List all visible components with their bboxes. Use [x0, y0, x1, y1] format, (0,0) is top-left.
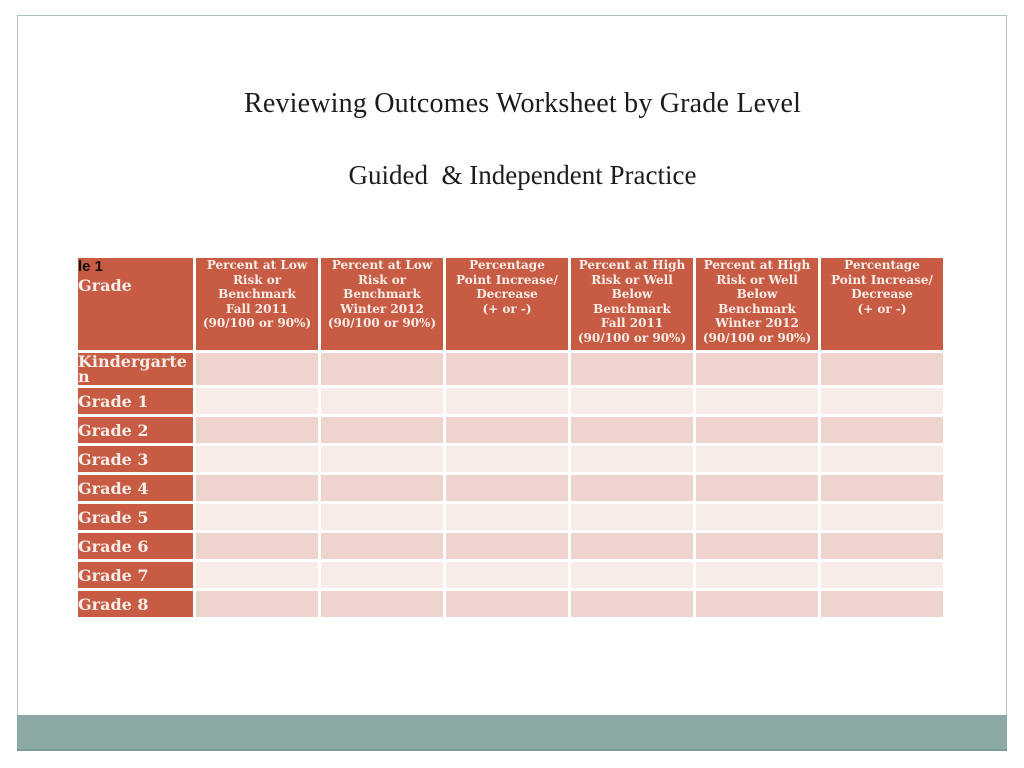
- worksheet-cell: [196, 446, 318, 472]
- worksheet-cell: [821, 504, 943, 530]
- worksheet-cell: [321, 562, 443, 588]
- column-header-low-risk-fall: Percent at Low Risk or Benchmark Fall 20…: [196, 258, 318, 350]
- worksheet-cell: [446, 388, 568, 414]
- worksheet-cell: [821, 591, 943, 617]
- row-label: Grade 7: [78, 562, 193, 588]
- row-label: Grade 1: [78, 388, 193, 414]
- worksheet-cell: [446, 533, 568, 559]
- worksheet-cell: [821, 417, 943, 443]
- table-row-grade-3: Grade 3: [78, 446, 943, 472]
- worksheet-cell: [696, 504, 818, 530]
- worksheet-cell: [821, 475, 943, 501]
- table-row-grade-1: Grade 1: [78, 388, 943, 414]
- grade-column-header: Grade: [78, 276, 132, 295]
- worksheet-cell: [196, 353, 318, 385]
- worksheet-cell: [321, 446, 443, 472]
- worksheet-cell: [321, 417, 443, 443]
- worksheet-cell: [446, 353, 568, 385]
- worksheet-cell: [446, 446, 568, 472]
- worksheet-cell: [571, 446, 693, 472]
- worksheet-cell: [696, 388, 818, 414]
- row-label: Grade 5: [78, 504, 193, 530]
- worksheet-cell: [696, 353, 818, 385]
- worksheet-cell: [196, 504, 318, 530]
- column-header-high-risk-winter: Percent at High Risk or Well Below Bench…: [696, 258, 818, 350]
- worksheet-cell: [696, 417, 818, 443]
- row-label: Grade 8: [78, 591, 193, 617]
- column-header-high-risk-fall: Percent at High Risk or Well Below Bench…: [571, 258, 693, 350]
- table-row-grade-4: Grade 4: [78, 475, 943, 501]
- table-row-grade-8: Grade 8: [78, 591, 943, 617]
- worksheet-cell: [321, 353, 443, 385]
- column-header-point-change-2: Percentage Point Increase/ Decrease (+ o…: [821, 258, 943, 350]
- worksheet-cell: [571, 504, 693, 530]
- table-row-grade-2: Grade 2: [78, 417, 943, 443]
- worksheet-cell: [446, 591, 568, 617]
- worksheet-cell: [696, 446, 818, 472]
- worksheet-cell: [196, 417, 318, 443]
- corner-overflow-text: le 1: [78, 258, 104, 275]
- worksheet-cell: [571, 533, 693, 559]
- table-row-grade-7: Grade 7: [78, 562, 943, 588]
- worksheet-cell: [321, 591, 443, 617]
- slide-title: Reviewing Outcomes Worksheet by Grade Le…: [243, 88, 802, 119]
- worksheet-cell: [446, 562, 568, 588]
- worksheet-cell: [321, 533, 443, 559]
- worksheet-cell: [821, 388, 943, 414]
- worksheet-cell: [446, 475, 568, 501]
- worksheet-cell: [821, 533, 943, 559]
- column-header-low-risk-winter: Percent at Low Risk or Benchmark Winter …: [321, 258, 443, 350]
- worksheet-cell: [321, 388, 443, 414]
- row-label: Kindergarten: [78, 353, 193, 385]
- worksheet-cell: [196, 475, 318, 501]
- worksheet-cell: [821, 562, 943, 588]
- table-row-grade-5: Grade 5: [78, 504, 943, 530]
- column-header-point-change-1: Percentage Point Increase/ Decrease (+ o…: [446, 258, 568, 350]
- worksheet-cell: [446, 417, 568, 443]
- worksheet-cell: [821, 446, 943, 472]
- worksheet-cell: [321, 475, 443, 501]
- worksheet-cell: [571, 591, 693, 617]
- worksheet-cell: [321, 504, 443, 530]
- worksheet-cell: [196, 533, 318, 559]
- worksheet-cell: [696, 475, 818, 501]
- worksheet-table-container: le 1 Grade Percent at Low Risk or Benchm…: [75, 255, 946, 620]
- worksheet-cell: [196, 591, 318, 617]
- header-row: le 1 Grade Percent at Low Risk or Benchm…: [78, 258, 943, 350]
- row-label: Grade 3: [78, 446, 193, 472]
- table-row-kindergarten: Kindergarten: [78, 353, 943, 385]
- worksheet-cell: [696, 591, 818, 617]
- row-label: Grade 6: [78, 533, 193, 559]
- worksheet-cell: [571, 562, 693, 588]
- corner-header-cell: le 1 Grade: [78, 258, 193, 350]
- slide-subtitle: Guided & Independent Practice: [348, 160, 697, 190]
- worksheet-cell: [196, 562, 318, 588]
- grade-outcomes-table: le 1 Grade Percent at Low Risk or Benchm…: [75, 255, 946, 620]
- row-label: Grade 2: [78, 417, 193, 443]
- worksheet-cell: [696, 533, 818, 559]
- worksheet-cell: [571, 475, 693, 501]
- worksheet-cell: [571, 353, 693, 385]
- worksheet-cell: [696, 562, 818, 588]
- row-label: Grade 4: [78, 475, 193, 501]
- worksheet-cell: [571, 388, 693, 414]
- worksheet-cell: [196, 388, 318, 414]
- worksheet-cell: [821, 353, 943, 385]
- worksheet-cell: [446, 504, 568, 530]
- table-row-grade-6: Grade 6: [78, 533, 943, 559]
- worksheet-cell: [571, 417, 693, 443]
- footer-accent-bar: [17, 715, 1007, 751]
